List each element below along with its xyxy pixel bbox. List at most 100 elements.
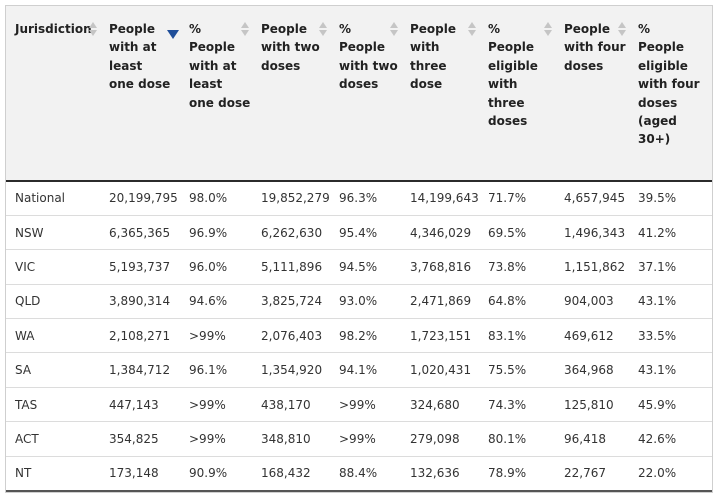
cell-pct-one-dose: >99% bbox=[183, 421, 255, 457]
cell-people-four-doses: 364,968 bbox=[558, 352, 632, 388]
cell-people-one-dose: 173,148 bbox=[103, 456, 183, 492]
cell-people-two-doses: 348,810 bbox=[255, 421, 333, 457]
table-row: VIC 5,193,737 96.0% 5,111,896 94.5% 3,76… bbox=[6, 249, 712, 285]
cell-jurisdiction: TAS bbox=[6, 387, 103, 423]
cell-people-one-dose: 5,193,737 bbox=[103, 249, 183, 285]
vaccination-table: Jurisdiction People with at least one do… bbox=[6, 6, 712, 492]
cell-people-two-doses: 2,076,403 bbox=[255, 318, 333, 354]
cell-pct-four-doses: 22.0% bbox=[632, 456, 712, 492]
cell-people-four-doses: 22,767 bbox=[558, 456, 632, 492]
column-header-people-one-dose[interactable]: People with at least one dose bbox=[103, 6, 183, 182]
cell-people-one-dose: 20,199,795 bbox=[103, 181, 183, 216]
cell-pct-three-doses: 78.9% bbox=[482, 456, 558, 492]
cell-pct-three-doses: 80.1% bbox=[482, 421, 558, 457]
cell-people-three-doses: 1,020,431 bbox=[404, 352, 482, 388]
table-row: QLD 3,890,314 94.6% 3,825,724 93.0% 2,47… bbox=[6, 284, 712, 320]
cell-people-one-dose: 3,890,314 bbox=[103, 284, 183, 320]
cell-jurisdiction: QLD bbox=[6, 284, 103, 320]
cell-people-three-doses: 14,199,643 bbox=[404, 181, 482, 216]
cell-people-two-doses: 438,170 bbox=[255, 387, 333, 423]
table-header-row: Jurisdiction People with at least one do… bbox=[6, 6, 712, 182]
sort-icon bbox=[390, 22, 398, 38]
cell-pct-three-doses: 69.5% bbox=[482, 215, 558, 251]
cell-pct-one-dose: 96.1% bbox=[183, 352, 255, 388]
sort-icon bbox=[319, 22, 327, 38]
cell-pct-two-doses: 96.3% bbox=[333, 181, 404, 216]
sort-icon bbox=[468, 22, 476, 38]
column-header-label: % People eligible with four doses (aged … bbox=[638, 22, 700, 147]
cell-jurisdiction: VIC bbox=[6, 249, 103, 285]
table-row: National 20,199,795 98.0% 19,852,279 96.… bbox=[6, 181, 712, 216]
column-header-label: People with at least one dose bbox=[109, 22, 171, 92]
cell-people-four-doses: 1,496,343 bbox=[558, 215, 632, 251]
cell-pct-four-doses: 41.2% bbox=[632, 215, 712, 251]
column-header-jurisdiction[interactable]: Jurisdiction bbox=[6, 6, 103, 182]
column-header-pct-one-dose[interactable]: % People with at least one dose bbox=[183, 6, 255, 182]
cell-people-three-doses: 4,346,029 bbox=[404, 215, 482, 251]
cell-pct-four-doses: 42.6% bbox=[632, 421, 712, 457]
column-header-people-two-doses[interactable]: People with two doses bbox=[255, 6, 333, 182]
cell-pct-one-dose: 96.0% bbox=[183, 249, 255, 285]
cell-pct-two-doses: 98.2% bbox=[333, 318, 404, 354]
cell-people-one-dose: 6,365,365 bbox=[103, 215, 183, 251]
cell-pct-one-dose: 98.0% bbox=[183, 181, 255, 216]
cell-pct-three-doses: 71.7% bbox=[482, 181, 558, 216]
table-row: NSW 6,365,365 96.9% 6,262,630 95.4% 4,34… bbox=[6, 215, 712, 251]
cell-people-one-dose: 354,825 bbox=[103, 421, 183, 457]
cell-pct-four-doses: 43.1% bbox=[632, 352, 712, 388]
cell-pct-one-dose: >99% bbox=[183, 387, 255, 423]
cell-jurisdiction: NSW bbox=[6, 215, 103, 251]
table-row: ACT 354,825 >99% 348,810 >99% 279,098 80… bbox=[6, 421, 712, 457]
sort-descending-icon bbox=[167, 30, 179, 39]
column-header-label: % People with two doses bbox=[339, 22, 398, 92]
column-header-pct-four-doses[interactable]: % People eligible with four doses (aged … bbox=[632, 6, 712, 182]
cell-pct-four-doses: 43.1% bbox=[632, 284, 712, 320]
cell-people-one-dose: 2,108,271 bbox=[103, 318, 183, 354]
sort-icon bbox=[544, 22, 552, 38]
cell-pct-three-doses: 75.5% bbox=[482, 352, 558, 388]
cell-people-four-doses: 904,003 bbox=[558, 284, 632, 320]
cell-people-two-doses: 168,432 bbox=[255, 456, 333, 492]
cell-people-two-doses: 3,825,724 bbox=[255, 284, 333, 320]
cell-pct-four-doses: 33.5% bbox=[632, 318, 712, 354]
cell-people-four-doses: 4,657,945 bbox=[558, 181, 632, 216]
sort-icon bbox=[89, 22, 97, 38]
column-header-people-three-doses[interactable]: People with three dose bbox=[404, 6, 482, 182]
cell-pct-four-doses: 37.1% bbox=[632, 249, 712, 285]
cell-pct-two-doses: 94.1% bbox=[333, 352, 404, 388]
cell-pct-two-doses: >99% bbox=[333, 421, 404, 457]
column-header-label: People with four doses bbox=[564, 22, 626, 73]
column-header-people-four-doses[interactable]: People with four doses bbox=[558, 6, 632, 182]
table-body: National 20,199,795 98.0% 19,852,279 96.… bbox=[6, 181, 712, 492]
column-header-label: % People eligible with three doses bbox=[488, 22, 538, 129]
cell-pct-two-doses: 94.5% bbox=[333, 249, 404, 285]
cell-pct-one-dose: 90.9% bbox=[183, 456, 255, 492]
cell-pct-two-doses: 93.0% bbox=[333, 284, 404, 320]
vaccination-table-container: Jurisdiction People with at least one do… bbox=[5, 5, 713, 493]
cell-pct-three-doses: 73.8% bbox=[482, 249, 558, 285]
cell-people-three-doses: 279,098 bbox=[404, 421, 482, 457]
cell-pct-two-doses: 88.4% bbox=[333, 456, 404, 492]
sort-icon bbox=[241, 22, 249, 38]
cell-pct-four-doses: 45.9% bbox=[632, 387, 712, 423]
column-header-label: People with two doses bbox=[261, 22, 320, 73]
cell-pct-three-doses: 74.3% bbox=[482, 387, 558, 423]
table-row: NT 173,148 90.9% 168,432 88.4% 132,636 7… bbox=[6, 456, 712, 492]
cell-people-four-doses: 125,810 bbox=[558, 387, 632, 423]
cell-pct-one-dose: 94.6% bbox=[183, 284, 255, 320]
cell-pct-two-doses: 95.4% bbox=[333, 215, 404, 251]
sort-icon bbox=[618, 22, 626, 38]
column-header-label: Jurisdiction bbox=[15, 22, 92, 36]
cell-pct-four-doses: 39.5% bbox=[632, 181, 712, 216]
column-header-pct-two-doses[interactable]: % People with two doses bbox=[333, 6, 404, 182]
cell-people-two-doses: 19,852,279 bbox=[255, 181, 333, 216]
cell-people-two-doses: 1,354,920 bbox=[255, 352, 333, 388]
cell-jurisdiction: WA bbox=[6, 318, 103, 354]
cell-pct-one-dose: 96.9% bbox=[183, 215, 255, 251]
column-header-pct-three-doses[interactable]: % People eligible with three doses bbox=[482, 6, 558, 182]
cell-pct-three-doses: 83.1% bbox=[482, 318, 558, 354]
cell-pct-two-doses: >99% bbox=[333, 387, 404, 423]
table-row: TAS 447,143 >99% 438,170 >99% 324,680 74… bbox=[6, 387, 712, 423]
column-header-label: People with three dose bbox=[410, 22, 457, 92]
cell-people-four-doses: 469,612 bbox=[558, 318, 632, 354]
